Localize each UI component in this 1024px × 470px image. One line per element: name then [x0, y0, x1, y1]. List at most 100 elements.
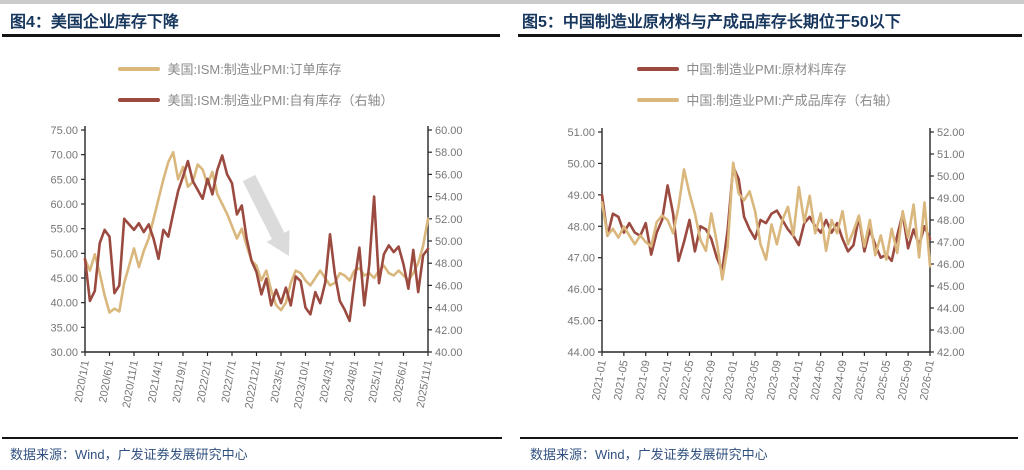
legend-label-own-inventory: 美国:ISM:制造业PMI:自有库存（右轴） — [167, 93, 394, 108]
svg-text:2025/11/1: 2025/11/1 — [415, 359, 435, 408]
svg-text:2026-01: 2026-01 — [918, 359, 937, 401]
svg-text:2022-01: 2022-01 — [656, 359, 675, 401]
svg-text:2021-09: 2021-09 — [634, 359, 653, 401]
figure5-line-chart: 51.00 50.00 49.00 48.00 47.00 46.00 45.00 44.00… — [567, 127, 965, 401]
figure5-title: 图5：中国制造业原材料与产成品库存长期位于50以下 — [522, 14, 901, 31]
series-line-1 — [83, 154, 430, 323]
svg-text:2021/9/1: 2021/9/1 — [171, 359, 190, 403]
legend-item-own-inventory: 美国:ISM:制造业PMI:自有库存（右轴） — [118, 90, 394, 109]
svg-text:2024-09: 2024-09 — [831, 359, 850, 401]
y-axis-right-ticks: 52.00 51.00 50.00 49.00 48.00 47.00 46.00 45.00… — [930, 127, 965, 359]
svg-text:2022/12/1: 2022/12/1 — [243, 359, 263, 409]
y-axis-right-ticks: 60.00 58.00 56.00 54.00 52.00 50.00 48.00 46.00… — [428, 125, 463, 359]
figure4-title-rule — [2, 34, 500, 37]
svg-text:2020/6/1: 2020/6/1 — [97, 359, 116, 403]
svg-text:2020/1/1: 2020/1/1 — [73, 359, 92, 403]
svg-text:2025-09: 2025-09 — [896, 359, 915, 401]
series-line-1 — [600, 161, 932, 281]
svg-text:2024/8/1: 2024/8/1 — [342, 359, 361, 403]
legend-swatch-finished-goods-inventory — [637, 97, 680, 102]
svg-text:2024/3/1: 2024/3/1 — [318, 359, 337, 403]
svg-text:52.00: 52.00 — [435, 214, 463, 226]
svg-text:45.00: 45.00 — [567, 316, 595, 328]
y-axis-left-ticks: 75.00 70.00 65.00 60.00 55.00 50.00 45.00 40.00… — [50, 125, 85, 359]
svg-text:42.00: 42.00 — [435, 325, 463, 337]
svg-text:2021-05: 2021-05 — [612, 359, 631, 401]
svg-text:2021/4/1: 2021/4/1 — [146, 359, 165, 403]
svg-text:2023-01: 2023-01 — [721, 359, 740, 401]
legend-item-raw-materials-inventory: 中国:制造业PMI:原材料库存 — [637, 59, 898, 78]
svg-text:2022-05: 2022-05 — [678, 359, 697, 401]
svg-text:50.00: 50.00 — [567, 158, 595, 170]
x-axis-ticks: 2021-01 2021-05 2021-09 2022-01 2022-05 2022-… — [590, 352, 937, 401]
svg-text:2024-05: 2024-05 — [809, 359, 828, 401]
svg-text:2025-01: 2025-01 — [853, 359, 872, 401]
svg-text:2023-05: 2023-05 — [743, 359, 762, 401]
svg-text:42.00: 42.00 — [937, 347, 965, 359]
svg-text:70.00: 70.00 — [50, 150, 78, 162]
figure5-panel: 图5：中国制造业原材料与产成品库存长期位于50以下 中国:制造业PMI:原材料库… — [512, 0, 1024, 470]
figure5-title-rule — [518, 34, 1022, 37]
svg-text:2020/11/1: 2020/11/1 — [121, 359, 141, 408]
figure5-data-source: 数据来源：Wind，广发证券发展研究中心 — [530, 447, 768, 462]
svg-text:49.00: 49.00 — [937, 193, 965, 205]
svg-text:2022/7/1: 2022/7/1 — [220, 359, 239, 403]
svg-text:50.00: 50.00 — [937, 171, 965, 183]
svg-text:2025/6/1: 2025/6/1 — [391, 359, 410, 403]
svg-text:44.00: 44.00 — [435, 303, 463, 315]
svg-text:30.00: 30.00 — [50, 347, 78, 359]
svg-text:45.00: 45.00 — [937, 281, 965, 293]
legend-label-raw-materials-inventory: 中国:制造业PMI:原材料库存 — [686, 62, 847, 77]
svg-text:50.00: 50.00 — [50, 248, 78, 260]
svg-text:55.00: 55.00 — [50, 224, 78, 236]
page-crop-artifact — [0, 0, 1024, 4]
legend-swatch-raw-materials-inventory — [637, 66, 680, 71]
svg-text:48.00: 48.00 — [435, 258, 463, 270]
figure4-title: 图4：美国企业库存下降 — [10, 14, 179, 31]
svg-text:51.00: 51.00 — [937, 149, 965, 161]
svg-text:35.00: 35.00 — [50, 322, 78, 334]
figure5-footer-rule — [520, 437, 1018, 439]
svg-text:2023/5/1: 2023/5/1 — [269, 359, 288, 403]
svg-text:54.00: 54.00 — [435, 192, 463, 204]
svg-text:40.00: 40.00 — [50, 298, 78, 310]
figure4-footer-rule — [2, 437, 502, 439]
svg-text:65.00: 65.00 — [50, 174, 78, 186]
figure4-data-source: 数据来源：Wind，广发证券发展研究中心 — [10, 447, 248, 462]
svg-text:48.00: 48.00 — [937, 215, 965, 227]
legend-swatch-orders-inventory — [118, 66, 161, 71]
svg-text:2025/1/1: 2025/1/1 — [367, 359, 386, 403]
svg-text:40.00: 40.00 — [435, 347, 463, 359]
legend-label-orders-inventory: 美国:ISM:制造业PMI:订单库存 — [167, 62, 342, 77]
svg-text:2023/10/1: 2023/10/1 — [292, 359, 312, 409]
svg-text:45.00: 45.00 — [50, 273, 78, 285]
legend-item-finished-goods-inventory: 中国:制造业PMI:产成品库存（右轴） — [637, 90, 899, 109]
svg-text:2023-09: 2023-09 — [765, 359, 784, 401]
legend-item-orders-inventory: 美国:ISM:制造业PMI:订单库存 — [118, 59, 393, 78]
series-line-0 — [600, 165, 932, 272]
figure5-legend: 中国:制造业PMI:原材料库存 中国:制造业PMI:产成品库存（右轴） — [512, 59, 1024, 109]
series-line-0 — [83, 150, 430, 314]
svg-text:2024-01: 2024-01 — [787, 359, 806, 401]
svg-text:2021-01: 2021-01 — [590, 359, 609, 401]
svg-text:52.00: 52.00 — [937, 127, 965, 139]
svg-text:60.00: 60.00 — [435, 125, 463, 137]
svg-text:60.00: 60.00 — [50, 199, 78, 211]
svg-text:46.00: 46.00 — [567, 284, 595, 296]
svg-text:56.00: 56.00 — [435, 169, 463, 181]
svg-text:75.00: 75.00 — [50, 125, 78, 137]
svg-text:44.00: 44.00 — [937, 303, 965, 315]
svg-text:47.00: 47.00 — [567, 253, 595, 265]
svg-text:50.00: 50.00 — [435, 236, 463, 248]
svg-text:44.00: 44.00 — [567, 347, 595, 359]
svg-text:48.00: 48.00 — [567, 221, 595, 233]
svg-text:47.00: 47.00 — [937, 237, 965, 249]
svg-text:2022-09: 2022-09 — [699, 359, 718, 401]
legend-swatch-own-inventory — [118, 97, 161, 102]
svg-text:2022/2/1: 2022/2/1 — [195, 359, 214, 403]
legend-label-finished-goods-inventory: 中国:制造业PMI:产成品库存（右轴） — [686, 93, 899, 108]
figure4-line-chart: 75.00 70.00 65.00 60.00 55.00 50.00 45.00 40.00… — [50, 125, 463, 410]
svg-text:2025-05: 2025-05 — [874, 359, 893, 401]
x-axis-ticks: 2020/1/1 2020/6/1 2020/11/1 2021/4/1 2021/9/… — [73, 352, 435, 410]
svg-text:58.00: 58.00 — [435, 147, 463, 159]
